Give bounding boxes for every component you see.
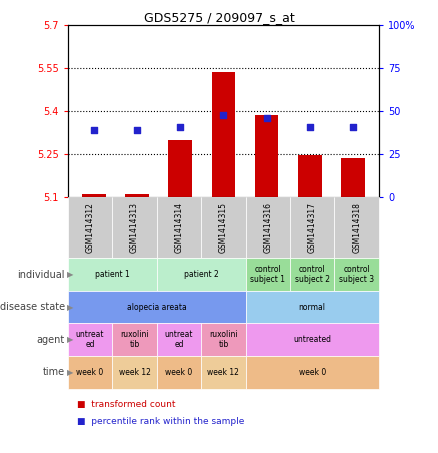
Text: GSM1414313: GSM1414313	[130, 202, 139, 253]
Text: ▶: ▶	[67, 303, 74, 312]
Point	[306, 123, 313, 130]
Bar	[125, 194, 149, 197]
Point	[350, 123, 357, 130]
Bar	[212, 72, 235, 197]
Text: ▶: ▶	[67, 368, 74, 377]
Text: disease state: disease state	[0, 302, 65, 312]
Point	[220, 112, 227, 119]
Text: ■  transformed count: ■ transformed count	[77, 400, 175, 409]
Text: week 0: week 0	[77, 368, 104, 377]
Text: untreated: untreated	[293, 335, 331, 344]
Text: week 12: week 12	[208, 368, 239, 377]
Point	[263, 115, 270, 122]
Text: control
subject 1: control subject 1	[250, 265, 285, 284]
Text: ruxolini
tib: ruxolini tib	[120, 330, 149, 349]
Text: control
subject 2: control subject 2	[295, 265, 330, 284]
Text: GSM1414314: GSM1414314	[174, 202, 184, 253]
Text: individual: individual	[18, 270, 65, 280]
Text: agent: agent	[37, 335, 65, 345]
Text: GDS5275 / 209097_s_at: GDS5275 / 209097_s_at	[144, 11, 294, 24]
Text: time: time	[42, 367, 65, 377]
Text: GSM1414317: GSM1414317	[308, 202, 317, 253]
Text: week 0: week 0	[165, 368, 193, 377]
Point	[177, 123, 184, 130]
Text: patient 1: patient 1	[95, 270, 130, 279]
Text: patient 2: patient 2	[184, 270, 219, 279]
Text: GSM1414316: GSM1414316	[263, 202, 272, 253]
Bar	[298, 155, 321, 197]
Text: untreat
ed: untreat ed	[165, 330, 193, 349]
Bar	[82, 194, 106, 197]
Text: ■  percentile rank within the sample: ■ percentile rank within the sample	[77, 417, 244, 426]
Text: control
subject 3: control subject 3	[339, 265, 374, 284]
Point	[134, 126, 141, 133]
Point	[90, 126, 97, 133]
Bar	[254, 116, 279, 197]
Text: ▶: ▶	[67, 335, 74, 344]
Text: week 12: week 12	[119, 368, 151, 377]
Bar	[341, 158, 365, 197]
Text: ruxolini
tib: ruxolini tib	[209, 330, 238, 349]
Text: week 0: week 0	[299, 368, 326, 377]
Text: GSM1414318: GSM1414318	[352, 202, 361, 253]
Text: untreat
ed: untreat ed	[76, 330, 104, 349]
Bar	[168, 140, 192, 197]
Text: normal: normal	[299, 303, 326, 312]
Text: GSM1414312: GSM1414312	[85, 202, 95, 253]
Text: ▶: ▶	[67, 270, 74, 279]
Text: GSM1414315: GSM1414315	[219, 202, 228, 253]
Text: alopecia areata: alopecia areata	[127, 303, 187, 312]
